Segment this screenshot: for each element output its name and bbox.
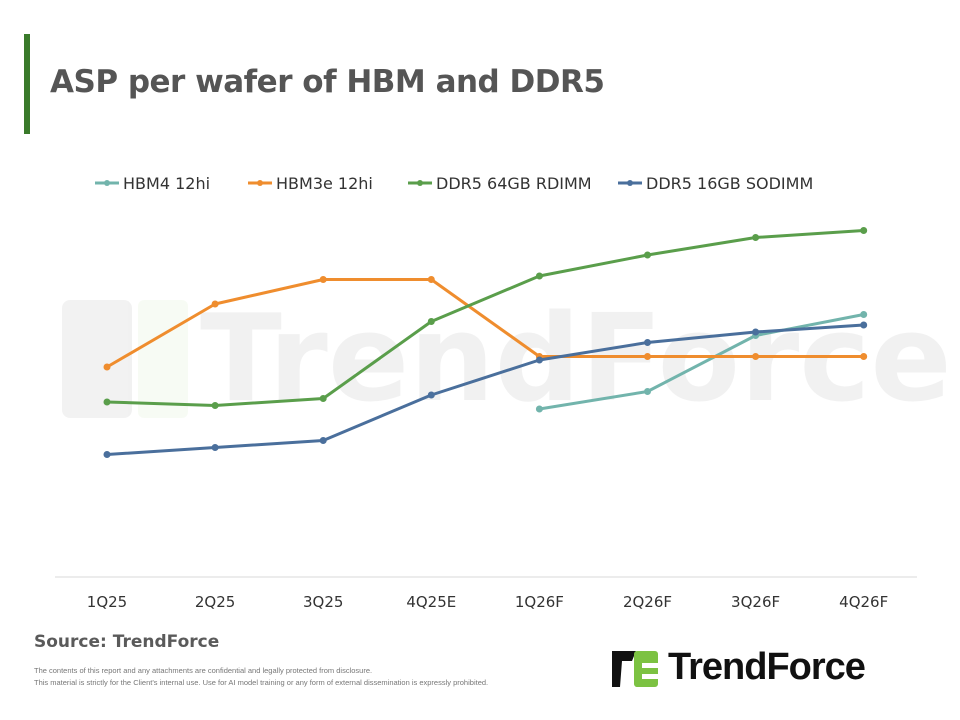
x-tick-label: 3Q26F <box>731 593 780 611</box>
x-tick-label: 3Q25 <box>303 593 343 611</box>
x-tick-label: 1Q25 <box>87 593 127 611</box>
x-tick-label: 4Q25E <box>406 593 456 611</box>
legend-item: DDR5 64GB RDIMM <box>408 174 592 193</box>
line-chart: TrendForce HBM4 12hi HBM3e 12hi DDR5 64GB … <box>55 174 952 611</box>
accent-bar <box>24 34 30 134</box>
disclaimer-line-1: The contents of this report and any atta… <box>34 666 373 675</box>
series-ddr5-64gb-rdimm <box>103 227 868 409</box>
page-title: ASP per wafer of HBM and DDR5 <box>50 64 605 100</box>
x-tick-label: 1Q26F <box>515 593 564 611</box>
data-point <box>319 437 327 444</box>
data-point <box>752 353 760 360</box>
data-point <box>211 402 219 409</box>
data-point <box>644 339 651 346</box>
series-ddr5-16gb-sodimm <box>103 321 868 458</box>
legend-label: DDR5 64GB RDIMM <box>436 174 592 193</box>
legend-marker <box>257 180 263 186</box>
legend-marker <box>627 180 633 186</box>
data-point <box>752 328 760 336</box>
legend-label: HBM3e 12hi <box>276 174 373 193</box>
series-line <box>106 323 864 456</box>
series-group <box>103 227 868 458</box>
data-point <box>860 321 868 329</box>
series-line <box>106 229 864 407</box>
series-hbm3e-12hi <box>103 276 868 371</box>
legend-label: DDR5 16GB SODIMM <box>646 174 813 193</box>
data-point <box>860 227 868 234</box>
data-point <box>103 363 111 371</box>
data-point <box>644 388 651 395</box>
data-point <box>752 234 760 241</box>
logo-mark-icon <box>612 650 658 687</box>
legend: HBM4 12hi HBM3e 12hi DDR5 64GB RDIMM DDR5 1… <box>95 174 813 193</box>
data-point <box>319 276 327 283</box>
series-line <box>539 313 864 411</box>
data-point <box>103 451 111 458</box>
legend-marker <box>417 180 423 186</box>
watermark-text: TrendForce <box>200 290 952 429</box>
data-point <box>860 353 868 360</box>
legend-label: HBM4 12hi <box>123 174 210 193</box>
logo-text: TrendForce <box>668 646 866 688</box>
trendforce-logo: TrendForce <box>612 646 866 689</box>
x-tick-label: 4Q26F <box>839 593 888 611</box>
data-point <box>427 318 435 325</box>
data-point <box>211 300 219 308</box>
series-hbm4-12hi <box>535 311 868 413</box>
legend-marker <box>104 180 110 186</box>
watermark: TrendForce <box>62 290 952 429</box>
disclaimer-line-2: This material is strictly for the Client… <box>34 678 489 687</box>
data-point <box>319 395 327 402</box>
data-point <box>644 251 651 259</box>
data-point <box>644 353 651 360</box>
source-label: Source: TrendForce <box>34 632 220 652</box>
x-axis-ticks: 1Q25 2Q25 3Q25 4Q25E 1Q26F 2Q26F 3Q26F 4Q26F <box>87 593 888 611</box>
data-point <box>427 391 435 399</box>
data-point <box>211 444 219 451</box>
x-tick-label: 2Q26F <box>623 593 672 611</box>
data-point <box>860 311 868 318</box>
data-point <box>535 272 543 280</box>
data-point <box>535 356 543 364</box>
data-point <box>535 405 543 413</box>
data-point <box>103 398 111 406</box>
legend-item: DDR5 16GB SODIMM <box>618 174 813 193</box>
x-tick-label: 2Q25 <box>195 593 235 611</box>
series-line <box>106 278 864 369</box>
legend-item: HBM3e 12hi <box>248 174 373 193</box>
legend-item: HBM4 12hi <box>95 174 210 193</box>
data-point <box>427 276 435 283</box>
